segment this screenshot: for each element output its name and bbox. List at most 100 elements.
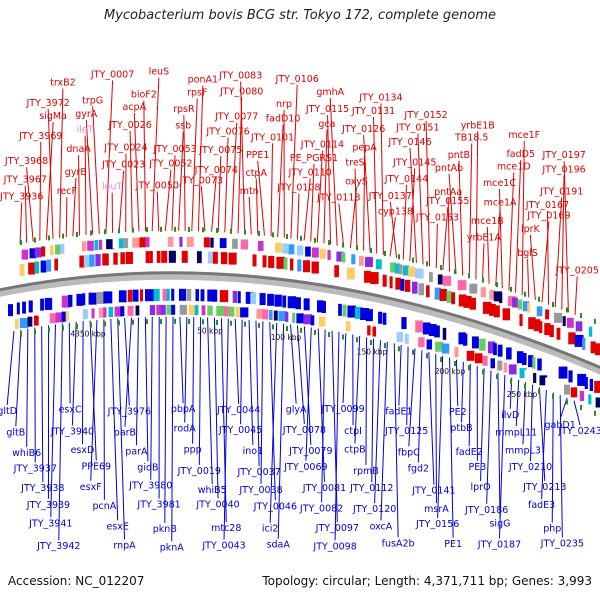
forward-gene-label[interactable]: JTY_0073 <box>179 175 223 186</box>
reverse-gene-label[interactable]: PE1 <box>444 539 462 550</box>
forward-gene-label[interactable]: rpsF <box>187 88 207 99</box>
forward-gene-label[interactable]: yrbE1A <box>467 232 502 243</box>
reverse-gene-label[interactable]: msrA <box>424 504 449 515</box>
reverse-gene-label[interactable]: JTY_0082 <box>299 503 343 514</box>
forward-gene-label[interactable]: JTY_0108 <box>276 183 320 194</box>
reverse-gene-label[interactable]: fadE3 <box>528 500 555 511</box>
reverse-gene-label[interactable]: JTY_0079 <box>288 446 332 457</box>
reverse-gene-label[interactable]: ino1 <box>243 446 264 457</box>
forward-gene-label[interactable]: trpG <box>82 95 103 106</box>
reverse-gene-label[interactable]: php <box>543 523 561 534</box>
reverse-gene-label[interactable]: JTY_0156 <box>415 519 459 530</box>
forward-gene-label[interactable]: pntAa <box>434 187 462 198</box>
reverse-gene-label[interactable]: oxcA <box>370 521 393 532</box>
reverse-gene-label[interactable]: parB <box>114 428 136 439</box>
forward-gene-label[interactable]: ileT <box>77 125 94 136</box>
forward-gene-label[interactable]: mtn <box>240 186 259 197</box>
reverse-gene-label[interactable]: JTY_3937 <box>13 463 57 474</box>
forward-gene-label[interactable]: JTY_0146 <box>387 137 431 148</box>
reverse-gene-label[interactable]: gidB <box>137 462 158 473</box>
reverse-gene-label[interactable]: JTY_0243 <box>557 426 600 437</box>
reverse-gene-label[interactable]: JTY_0081 <box>302 483 346 494</box>
reverse-gene-label[interactable]: rnpA <box>113 540 136 551</box>
reverse-gene-label[interactable]: fadE1 <box>385 407 412 418</box>
forward-gene-label[interactable]: mce1B <box>471 216 504 227</box>
reverse-gene-label[interactable]: JTY_0125 <box>384 426 428 437</box>
forward-gene-label[interactable]: bioF2 <box>131 90 157 101</box>
reverse-gene-label[interactable]: JTY_0078 <box>282 425 326 436</box>
forward-gene-label[interactable]: JTY_0152 <box>403 110 447 121</box>
reverse-gene-label[interactable]: JTY_0099 <box>320 404 364 415</box>
forward-gene-label[interactable]: JTY_0074 <box>194 165 238 176</box>
forward-gene-label[interactable]: mce1C <box>483 178 516 189</box>
forward-gene-label[interactable]: JTY_0026 <box>107 120 151 131</box>
reverse-gene-label[interactable]: fbpC <box>398 447 420 458</box>
reverse-gene-label[interactable]: gltB <box>6 427 25 438</box>
forward-gene-label[interactable]: JTY_0076 <box>205 127 249 138</box>
forward-gene-label[interactable]: nrp <box>276 99 292 110</box>
reverse-gene-label[interactable]: JTY_0141 <box>411 486 455 497</box>
reverse-gene-label[interactable]: esxD <box>71 445 95 456</box>
forward-gene-label[interactable]: ponA1 <box>188 74 218 85</box>
forward-gene-label[interactable]: pntAb <box>435 163 463 174</box>
reverse-gene-label[interactable]: JTY_0040 <box>195 499 239 510</box>
forward-gene-label[interactable]: JTY_0106 <box>275 74 319 85</box>
forward-gene-label[interactable]: JTY_0114 <box>300 140 344 151</box>
forward-gene-label[interactable]: leuS <box>149 67 170 78</box>
forward-gene-label[interactable]: JTY_0155 <box>425 196 469 207</box>
reverse-gene-label[interactable]: JTY_0213 <box>522 482 566 493</box>
reverse-gene-label[interactable]: JTY_0046 <box>253 501 297 512</box>
reverse-gene-label[interactable]: esxC <box>59 404 82 415</box>
forward-gene-label[interactable]: yrbE1B <box>461 120 495 131</box>
forward-gene-label[interactable]: JTY_0137 <box>368 191 412 202</box>
forward-gene-label[interactable]: JTY_0196 <box>541 164 585 175</box>
reverse-gene-label[interactable]: JTY_3938 <box>20 483 64 494</box>
forward-gene-label[interactable]: JTY_0167 <box>525 200 569 211</box>
forward-gene-label[interactable]: JTY_0101 <box>250 132 294 143</box>
reverse-gene-label[interactable]: gltD <box>0 406 17 417</box>
reverse-gene-label[interactable]: JTY_3939 <box>26 500 70 511</box>
forward-gene-label[interactable]: JTY_0169 <box>526 210 570 221</box>
reverse-gene-label[interactable]: ppp <box>184 445 202 456</box>
reverse-gene-label[interactable]: JTY_0043 <box>201 540 245 551</box>
forward-gene-label[interactable]: JTY_0126 <box>341 124 385 135</box>
reverse-gene-label[interactable]: JTY_3941 <box>28 518 72 529</box>
reverse-gene-label[interactable]: JTY_3942 <box>36 541 80 552</box>
forward-gene-label[interactable]: pntB <box>448 150 470 161</box>
reverse-gene-label[interactable]: pknA <box>160 542 185 553</box>
reverse-gene-label[interactable]: sdaA <box>267 540 291 551</box>
reverse-gene-label[interactable]: ici2 <box>262 524 279 535</box>
forward-gene-label[interactable]: JTY_0110 <box>288 167 332 178</box>
forward-gene-label[interactable]: JTY_0153 <box>415 213 459 224</box>
reverse-gene-label[interactable]: PE3 <box>468 462 486 473</box>
forward-gene-label[interactable]: JTY_0080 <box>219 86 263 97</box>
forward-gene-label[interactable]: JTY_0083 <box>218 70 262 81</box>
forward-gene-label[interactable]: gyrB <box>65 167 87 178</box>
forward-gene-label[interactable]: mce1D <box>497 161 531 172</box>
reverse-gene-label[interactable]: mmpL3 <box>505 445 541 456</box>
reverse-gene-label[interactable]: rodA <box>174 423 197 434</box>
reverse-gene-label[interactable]: esxF <box>80 482 102 493</box>
forward-gene-label[interactable]: JTY_0191 <box>539 186 583 197</box>
reverse-gene-label[interactable]: sigG <box>489 519 510 530</box>
forward-gene-label[interactable]: mce1A <box>484 197 517 208</box>
forward-gene-label[interactable]: leuT <box>102 182 123 193</box>
reverse-gene-label[interactable]: JTY_0187 <box>477 539 521 550</box>
forward-gene-label[interactable]: JTY_3969 <box>18 131 62 142</box>
reverse-gene-label[interactable]: ctpI <box>344 426 362 437</box>
reverse-gene-label[interactable]: ilvD <box>501 410 519 421</box>
forward-gene-label[interactable]: JTY_0151 <box>395 122 439 133</box>
reverse-gene-label[interactable]: JTY_0210 <box>508 462 552 473</box>
reverse-gene-label[interactable]: JTY_0097 <box>315 523 359 534</box>
reverse-gene-label[interactable]: JTY_0112 <box>349 483 393 494</box>
forward-gene-label[interactable]: JTY_0050 <box>135 181 179 192</box>
reverse-gene-label[interactable]: JTY_0019 <box>177 466 221 477</box>
forward-gene-label[interactable]: JTY_0118 <box>316 192 360 203</box>
forward-gene-label[interactable]: JTY_3936 <box>0 191 43 202</box>
reverse-gene-label[interactable]: ctpB <box>344 444 366 455</box>
forward-gene-label[interactable]: JTY_0023 <box>101 160 145 171</box>
reverse-gene-label[interactable]: rpmB <box>353 466 379 477</box>
reverse-gene-label[interactable]: JTY_3981 <box>136 500 180 511</box>
forward-gene-label[interactable]: dnaA <box>66 144 91 155</box>
forward-gene-label[interactable]: sigMa <box>39 111 67 122</box>
